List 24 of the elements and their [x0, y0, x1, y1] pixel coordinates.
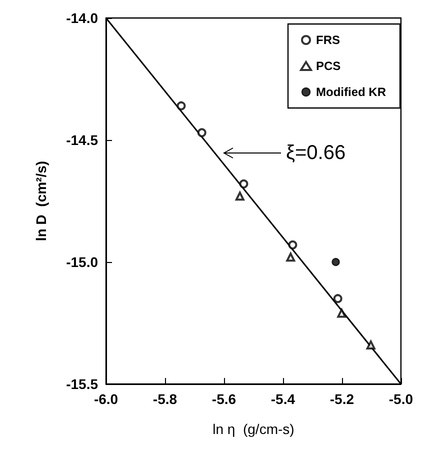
point: [366, 340, 376, 350]
y-axis-title: ln D (cm²/s): [33, 160, 49, 242]
point: [197, 128, 206, 138]
point: [332, 258, 340, 266]
point: [333, 294, 342, 304]
point: [337, 308, 346, 318]
x-tick-label: -5.8: [152, 391, 178, 407]
y-tick-label: -14.5: [66, 132, 98, 148]
x-tick-label: -5.6: [212, 391, 236, 407]
legend-label: PCS: [316, 59, 341, 73]
x-tick-label: -5.4: [270, 391, 296, 407]
x-tick-label: -5.0: [388, 391, 414, 407]
x-axis-title: ln η (g/cm-s): [212, 421, 294, 437]
legend-label: FRS: [316, 33, 340, 47]
x-tick-label: -5.2: [330, 391, 354, 407]
y-tick-label: -15.0: [66, 254, 98, 270]
y-tick-label: -15.5: [66, 376, 98, 392]
point: [176, 101, 186, 110]
point: [239, 179, 248, 188]
annotation: ξ=0.66: [286, 141, 346, 166]
legend-label: Modified KR: [316, 85, 386, 99]
y-tick-label: -14.0: [66, 10, 98, 26]
x-tick-label: -6.0: [94, 391, 118, 407]
point: [288, 240, 298, 250]
